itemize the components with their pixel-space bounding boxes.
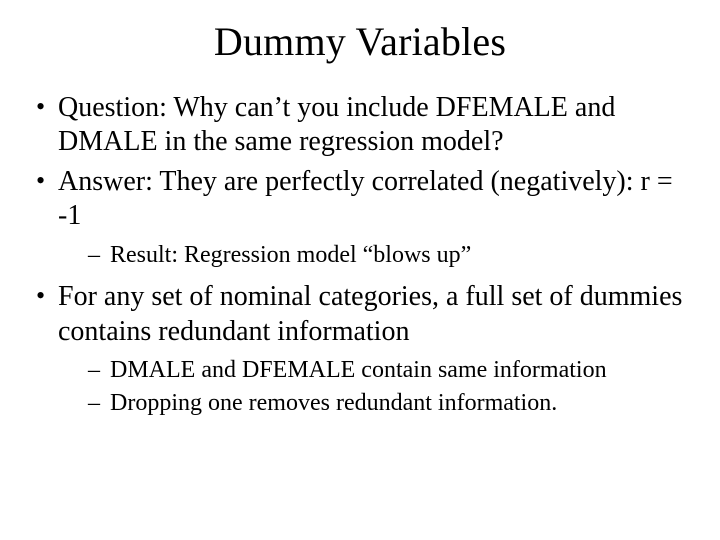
sub-bullet-list: Result: Regression model “blows up”	[58, 240, 690, 271]
bullet-item: Answer: They are perfectly correlated (n…	[30, 165, 690, 270]
bullet-item: For any set of nominal categories, a ful…	[30, 280, 690, 419]
sub-bullet-text: DMALE and DFEMALE contain same informati…	[110, 357, 607, 383]
bullet-item: Question: Why can’t you include DFEMALE …	[30, 91, 690, 159]
slide-title: Dummy Variables	[30, 18, 690, 65]
bullet-text: Question: Why can’t you include DFEMALE …	[58, 92, 615, 157]
bullet-text: For any set of nominal categories, a ful…	[58, 281, 682, 346]
sub-bullet-text: Dropping one removes redundant informati…	[110, 390, 557, 416]
sub-bullet-item: DMALE and DFEMALE contain same informati…	[58, 355, 690, 386]
sub-bullet-list: DMALE and DFEMALE contain same informati…	[58, 355, 690, 419]
sub-bullet-item: Dropping one removes redundant informati…	[58, 388, 690, 419]
bullet-list: Question: Why can’t you include DFEMALE …	[30, 91, 690, 419]
slide: Dummy Variables Question: Why can’t you …	[0, 0, 720, 540]
sub-bullet-item: Result: Regression model “blows up”	[58, 240, 690, 271]
sub-bullet-text: Result: Regression model “blows up”	[110, 242, 471, 268]
bullet-text: Answer: They are perfectly correlated (n…	[58, 166, 673, 231]
